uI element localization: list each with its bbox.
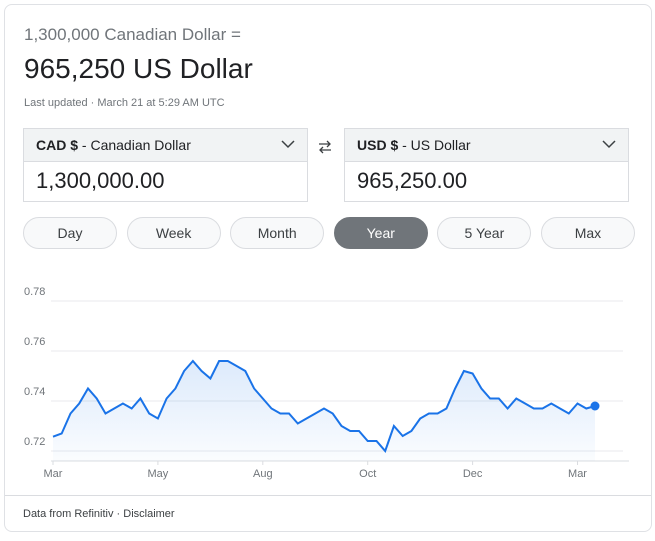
- to-currency[interactable]: USD $ - US Dollar 965,250.00: [344, 128, 629, 202]
- currency-code: CAD $: [36, 137, 79, 153]
- x-tick-label: Dec: [463, 468, 483, 480]
- amount-input[interactable]: 965,250.00: [357, 168, 468, 193]
- currency-code: USD $: [357, 137, 399, 153]
- range-tab[interactable]: Month: [230, 217, 325, 249]
- currency-card: 1,300,000 Canadian Dollar = 965,250 US D…: [4, 4, 652, 532]
- dropdown-arrow: [602, 140, 616, 149]
- dropdown-arrow: [281, 140, 295, 149]
- range-tab[interactable]: Year: [333, 217, 428, 249]
- y-tick-label: 0.72: [24, 436, 45, 448]
- x-tick-label: Mar: [568, 468, 587, 480]
- swap-icon[interactable]: [317, 139, 333, 155]
- currency-select[interactable]: USD $ - US Dollar: [345, 129, 628, 162]
- chart: 0.72 0.74 0.76 0.78 Mar May Aug Oct Dec Mar: [24, 286, 629, 480]
- range-tab[interactable]: 5 Year: [437, 217, 532, 249]
- from-currency[interactable]: CAD $ - Canadian Dollar 1,300,000.00: [23, 128, 308, 202]
- currency-select[interactable]: CAD $ - Canadian Dollar: [24, 129, 307, 162]
- last-updated: Last updated · March 21 at 5:29 AM UTC: [24, 97, 225, 109]
- x-tick-label: Oct: [359, 468, 376, 480]
- current-point: [590, 401, 600, 411]
- x-tick-label: Aug: [253, 468, 273, 480]
- conversion-result: 965,250 US Dollar: [24, 53, 253, 84]
- footer: Data from Refinitiv · Disclaimer: [5, 495, 651, 520]
- y-tick-label: 0.74: [24, 386, 45, 398]
- line: [52, 359, 596, 453]
- currency-name: - Canadian Dollar: [78, 137, 191, 153]
- x-tick-label: May: [148, 468, 169, 480]
- x-tick-label: Mar: [44, 468, 63, 480]
- y-tick-label: 0.76: [24, 336, 45, 348]
- currency-name: - US Dollar: [398, 137, 471, 153]
- area-fill: [53, 361, 595, 461]
- amount-input[interactable]: 1,300,000.00: [36, 168, 165, 193]
- range-tab[interactable]: Max: [540, 217, 635, 249]
- range-tabs: Day Week Month Year 5 Year Max: [23, 217, 635, 249]
- y-tick-label: 0.78: [24, 286, 45, 298]
- range-tab[interactable]: Day: [23, 217, 117, 249]
- conversion-subtitle: 1,300,000 Canadian Dollar =: [24, 25, 241, 44]
- range-tab[interactable]: Week: [126, 217, 221, 249]
